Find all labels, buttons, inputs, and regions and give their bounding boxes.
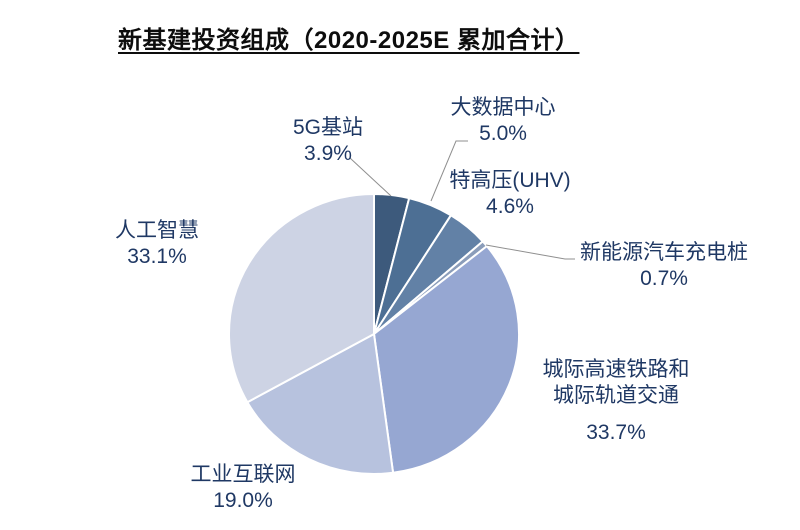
- label-5g-base-station: 5G基站 3.9%: [293, 115, 363, 167]
- label-intercity-rail: 城际高速铁路和 城际轨道交通 33.7%: [543, 357, 690, 446]
- label-5g-name: 5G基站: [292, 116, 364, 139]
- leader-line-0: [349, 157, 392, 197]
- label-big-data-center: 大数据中心 5.0%: [451, 95, 556, 147]
- label-big-data-name: 大数据中心: [450, 96, 556, 119]
- leader-line-1: [430, 140, 468, 202]
- label-uhv-name: 特高压(UHV): [449, 169, 571, 192]
- pie-slice-5: [246, 333, 395, 475]
- label-ev-charging-name: 新能源汽车充电桩: [580, 241, 748, 264]
- label-artificial-intelligence: 人工智慧 33.1%: [115, 218, 199, 270]
- label-big-data-percent: 5.0%: [479, 122, 527, 145]
- label-uhv: 特高压(UHV) 4.6%: [449, 168, 570, 220]
- label-artificial-intelligence-name: 人工智慧: [115, 219, 199, 242]
- pie-slice-6: [228, 193, 375, 404]
- label-intercity-rail-name-line2: 城际轨道交通: [553, 384, 679, 407]
- chart-title: 新基建投资组成（2020-2025E 累加合计）: [118, 27, 580, 54]
- label-uhv-percent: 4.6%: [486, 195, 534, 218]
- label-intercity-rail-percent: 33.7%: [586, 421, 646, 444]
- label-ev-charging: 新能源汽车充电桩 0.7%: [580, 240, 748, 292]
- label-industrial-internet: 工业互联网 19.0%: [191, 462, 296, 514]
- label-intercity-rail-name-line1: 城际高速铁路和: [542, 358, 690, 381]
- label-industrial-internet-percent: 19.0%: [213, 489, 273, 512]
- label-artificial-intelligence-percent: 33.1%: [127, 245, 187, 268]
- label-industrial-internet-name: 工业互联网: [190, 463, 296, 486]
- pie-slice-4: [373, 245, 521, 474]
- leader-line-2: [485, 244, 575, 260]
- label-ev-charging-percent: 0.7%: [640, 267, 688, 290]
- label-5g-percent: 3.9%: [304, 142, 352, 165]
